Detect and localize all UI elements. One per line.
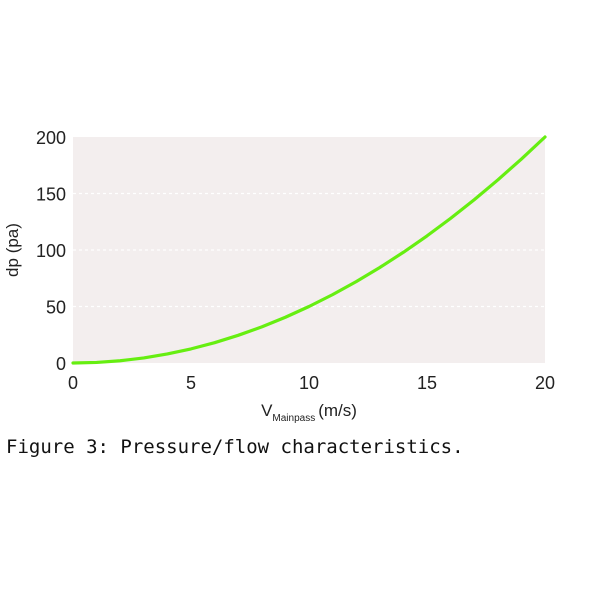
figure-caption: Figure 3: Pressure/flow characteristics.	[6, 436, 464, 458]
y-tick-labels: 0 50 100 150 200	[36, 128, 66, 374]
series-layer	[71, 135, 547, 365]
x-axis-title: VMainpass (m/s)	[261, 401, 357, 424]
pressure-flow-chart: 0 50 100 150 200 0 5 10 15 20 dp (pa) VMainpass(…	[3, 128, 555, 424]
x-tick-label: 0	[68, 373, 78, 393]
series-line-0	[71, 135, 547, 365]
x-tick-label: 5	[186, 373, 196, 393]
y-axis-title: dp (pa)	[3, 223, 22, 277]
x-axis-title-unit: (m/s)	[318, 401, 357, 420]
x-tick-label: 15	[417, 373, 437, 393]
y-tick-label: 150	[36, 185, 66, 205]
y-tick-label: 50	[46, 298, 66, 318]
y-tick-label: 100	[36, 241, 66, 261]
x-tick-label: 20	[535, 373, 555, 393]
x-axis-title-subscript: Mainpass	[272, 413, 315, 424]
y-tick-label: 0	[56, 354, 66, 374]
y-tick-label: 200	[36, 128, 66, 148]
x-axis-title-main: V	[261, 401, 273, 420]
x-tick-labels: 0 5 10 15 20	[68, 373, 555, 393]
x-tick-label: 10	[299, 373, 319, 393]
